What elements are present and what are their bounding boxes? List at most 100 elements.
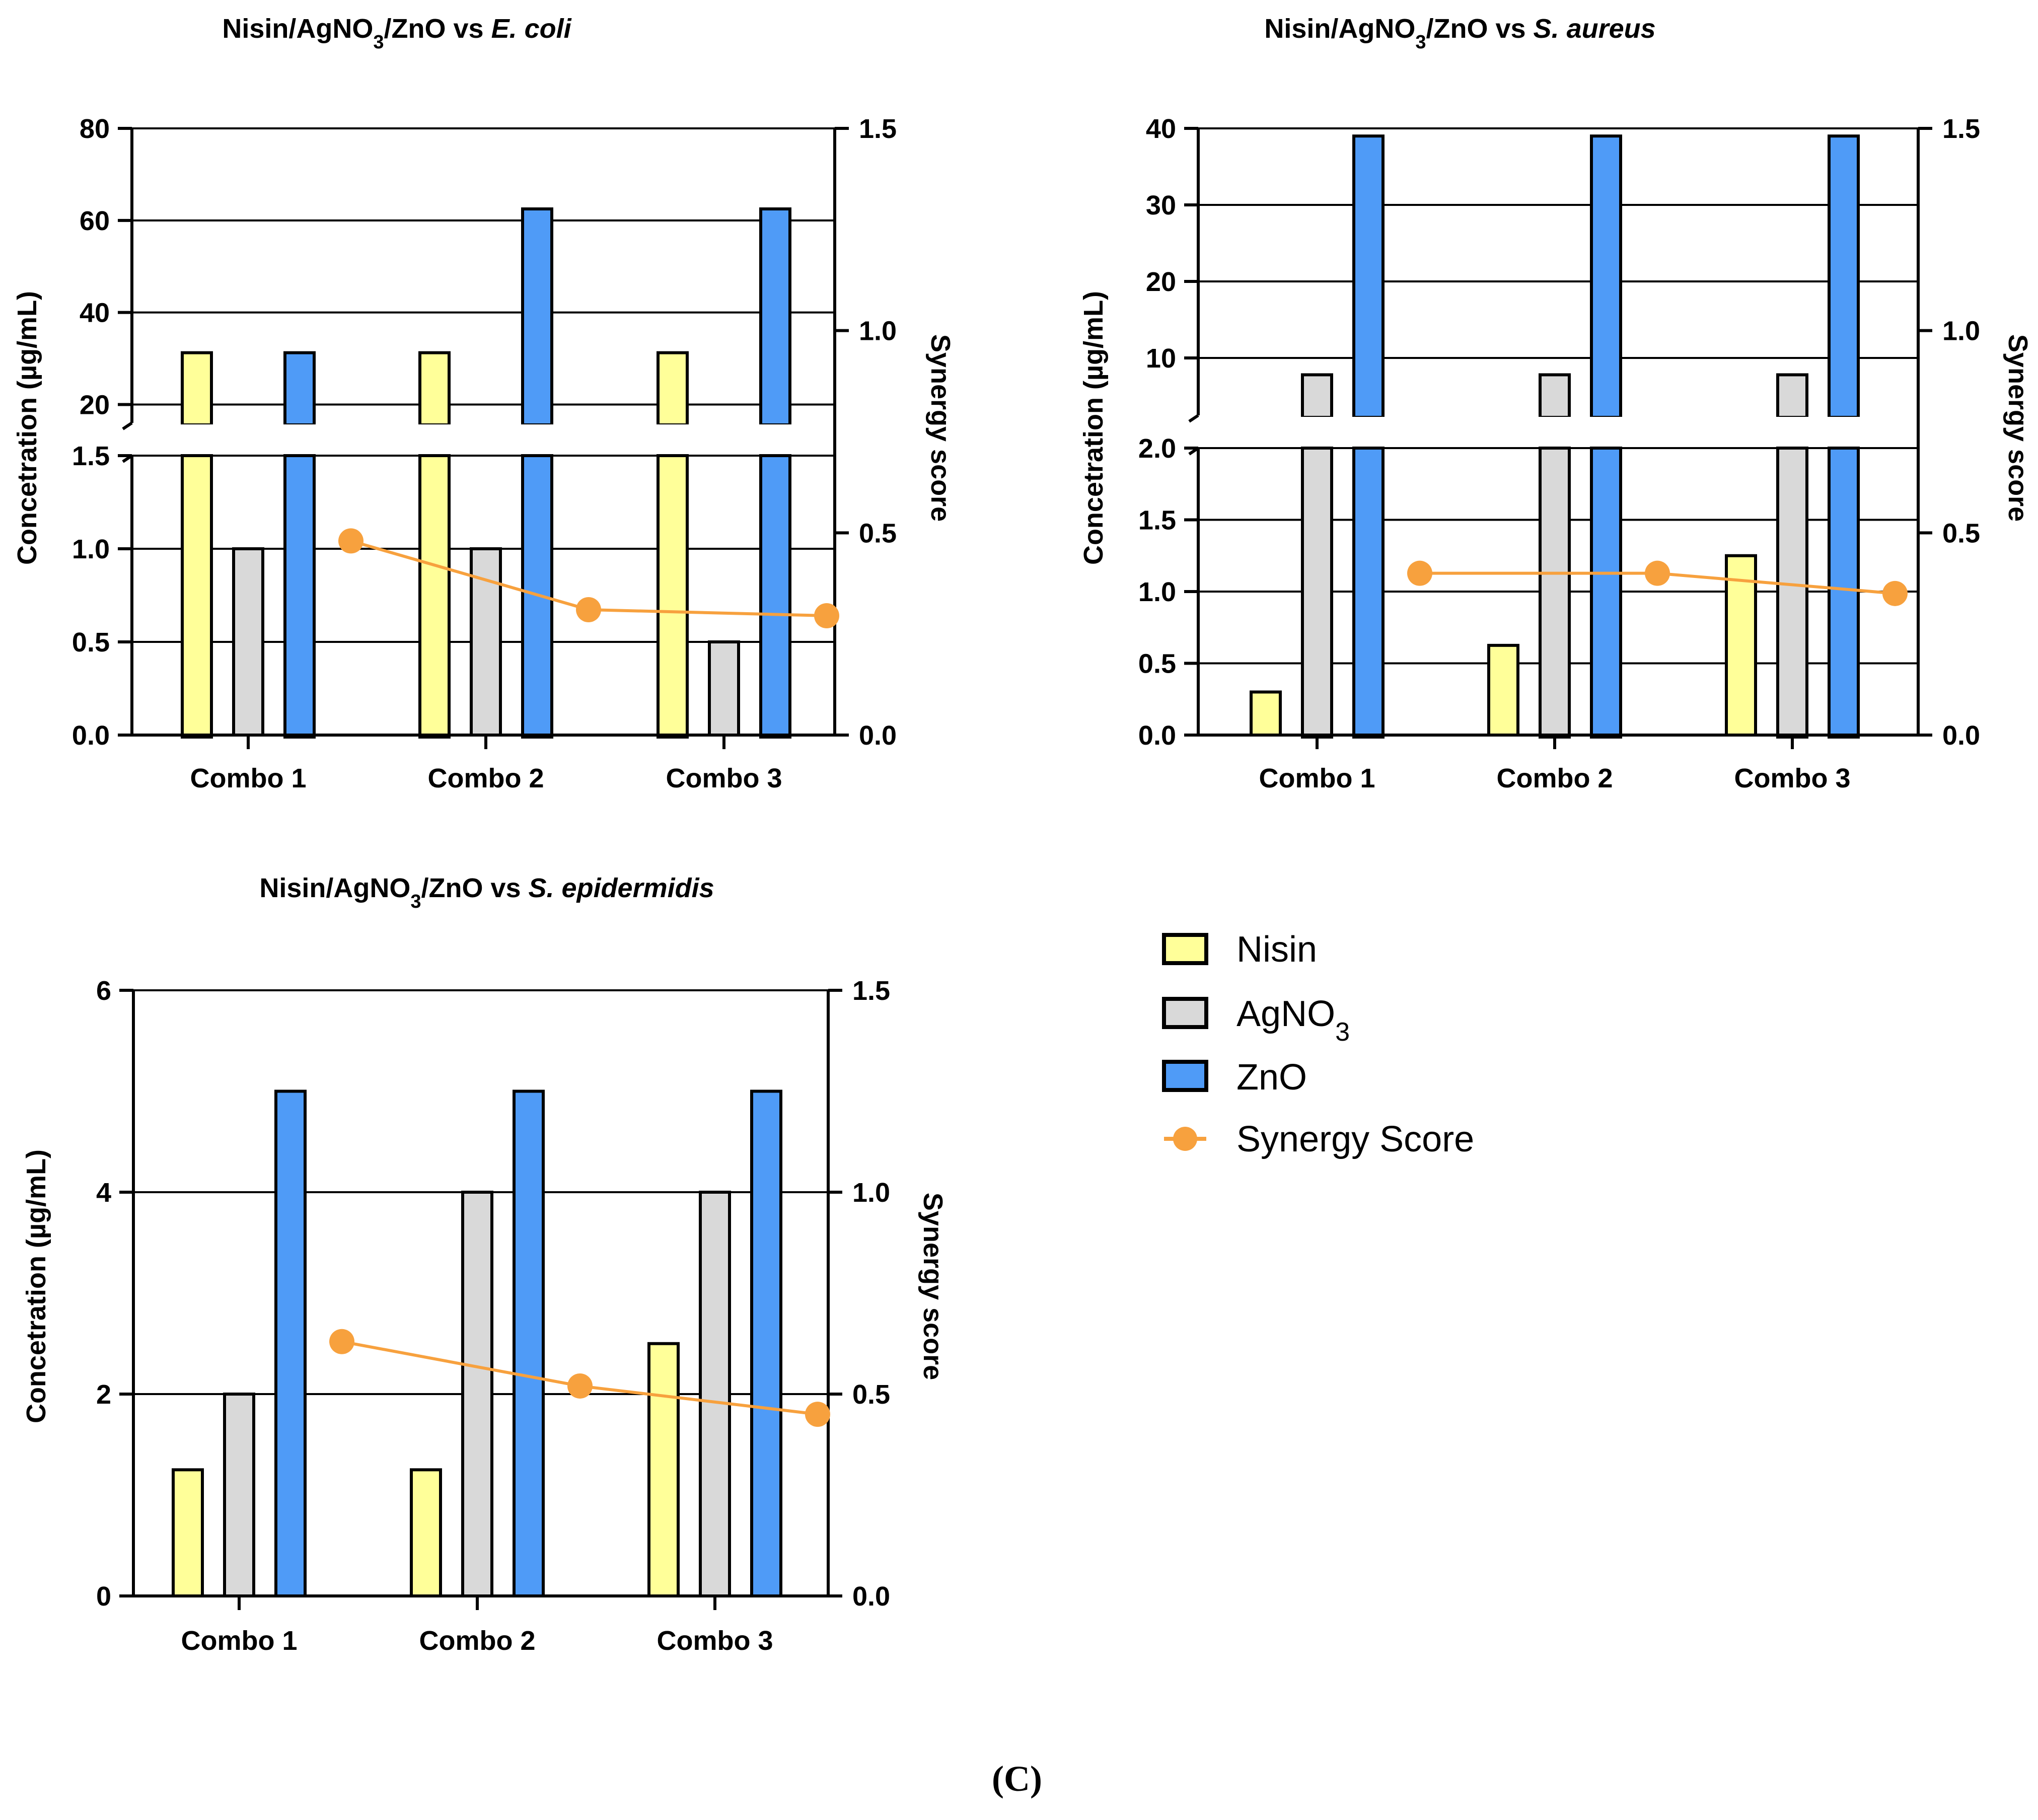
chart-s-aureus: Nisin/AgNO3/ZnO vs S. aureus 0.0 0.5 1.0 1.… — [1078, 14, 2033, 793]
synergy-point — [567, 1373, 593, 1399]
y2-tick-label: 1.0 — [1942, 316, 1980, 346]
y-axis-label: Concetration (µg/mL) — [12, 291, 42, 565]
bar-zno-upper — [1352, 134, 1385, 419]
y-tick-label: 1.0 — [72, 534, 110, 564]
y-tick-label: 30 — [1146, 190, 1176, 221]
bar-agno3-upper — [1776, 373, 1808, 419]
synergy-point — [1882, 580, 1908, 606]
y-tick-label: 40 — [1146, 114, 1176, 144]
synergy-point — [576, 597, 601, 622]
chart-s-epidermidis: Nisin/AgNO3/ZnO vs S. epidermidis 0 2 4 6 0.… — [21, 873, 948, 1656]
bar-nisin-upper — [181, 351, 213, 426]
y2-tick-label: 1.5 — [1942, 114, 1980, 144]
bar-nisin-lower — [181, 454, 213, 739]
y-axis-label: Concetration (µg/mL) — [1078, 291, 1109, 565]
bar-zno-lower — [1352, 447, 1385, 739]
legend-label: AgNO3 — [1236, 994, 1350, 1047]
bar-zno-upper — [759, 207, 791, 426]
legend-swatch-zno — [1162, 1060, 1208, 1092]
bar-zno-upper — [521, 207, 553, 426]
y2-tick-label: 1.0 — [852, 1178, 890, 1208]
chart-title: Nisin/AgNO3/ZnO vs S. aureus — [1264, 14, 1655, 53]
bar-zno — [750, 1089, 782, 1597]
y2-tick-label: 1.5 — [859, 114, 897, 144]
legend-swatch-agno3 — [1162, 997, 1208, 1029]
y-tick-label: 0.5 — [1138, 649, 1176, 679]
y2-tick-label: 0.5 — [859, 518, 897, 548]
legend-label: Synergy Score — [1236, 1119, 1474, 1159]
legend-label-main: AgNO — [1236, 994, 1335, 1034]
bar-agno3-lower — [1539, 447, 1571, 739]
chart-e-coli: Nisin/AgNO3/ZnO vs E. coli 0.0 0.5 1.0 1.5 2… — [12, 14, 956, 793]
bar-zno — [274, 1089, 307, 1597]
y-tick-label: 1.5 — [72, 441, 110, 471]
bar-agno3-upper — [1301, 373, 1333, 419]
legend-label: Nisin — [1236, 929, 1317, 970]
y-tick-label: 1.5 — [1138, 505, 1176, 536]
y-axis-label: Concetration (µg/mL) — [21, 1149, 51, 1423]
y-tick-label: 0.0 — [72, 720, 110, 751]
y-tick-label: 2 — [96, 1379, 111, 1410]
bar-zno-upper — [283, 351, 316, 426]
y-tick-label: 6 — [96, 976, 111, 1006]
axis-break-gap — [1178, 417, 1938, 447]
bar-nisin-upper — [418, 351, 451, 426]
x-tick-label: Combo 2 — [419, 1626, 535, 1656]
y-tick-label: 0.5 — [72, 627, 110, 658]
bar-zno-lower — [283, 454, 316, 739]
y-tick-label: 40 — [80, 298, 110, 328]
legend-item-synergy: Synergy Score — [1164, 1119, 1474, 1159]
y-axis-break-mark — [122, 421, 133, 430]
y2-tick-label: 0.0 — [859, 720, 897, 751]
chart-title: Nisin/AgNO3/ZnO vs S. epidermidis — [259, 873, 714, 912]
y2-axis-label: Synergy score — [918, 1193, 948, 1380]
axis-break-gap — [112, 424, 855, 454]
x-tick-label: Combo 2 — [427, 763, 544, 793]
chart-title: Nisin/AgNO3/ZnO vs E. coli — [222, 14, 571, 53]
bar-agno3 — [223, 1393, 255, 1597]
y2-tick-label: 0.0 — [1942, 720, 1980, 751]
bar-agno3-upper — [1539, 373, 1571, 419]
y-tick-label: 60 — [80, 206, 110, 236]
synergy-point — [814, 603, 839, 629]
y2-tick-label: 0.5 — [1942, 518, 1980, 548]
bar-nisin-lower — [418, 454, 451, 739]
bar-agno3-lower — [1776, 447, 1808, 739]
y-tick-label: 20 — [1146, 267, 1176, 297]
y-tick-label: 4 — [96, 1178, 111, 1208]
y-tick-label: 10 — [1146, 343, 1176, 374]
bar-zno-lower — [1828, 447, 1860, 739]
bar-agno3-lower — [1301, 447, 1333, 739]
bar-nisin — [1250, 690, 1282, 737]
y2-tick-label: 1.0 — [859, 316, 897, 346]
bar-nisin — [647, 1342, 680, 1597]
y-tick-label: 1.0 — [1138, 577, 1176, 607]
bar-nisin — [1725, 554, 1757, 737]
bar-agno3 — [699, 1191, 731, 1597]
x-tick-label: Combo 1 — [181, 1626, 297, 1656]
bar-zno-upper — [1590, 134, 1622, 419]
y2-tick-label: 0.0 — [852, 1581, 890, 1612]
bar-agno3 — [461, 1191, 493, 1597]
legend-item-nisin: Nisin — [1162, 929, 1317, 970]
x-tick-label: Combo 3 — [1734, 763, 1850, 793]
legend-marker-synergy — [1173, 1127, 1197, 1151]
y-tick-label: 80 — [80, 114, 110, 144]
bar-nisin — [172, 1468, 204, 1597]
synergy-point — [338, 528, 363, 554]
y-tick-label: 0.0 — [1138, 720, 1176, 751]
bar-zno — [513, 1089, 545, 1597]
bar-nisin — [410, 1468, 442, 1597]
legend-swatch-nisin — [1162, 933, 1208, 965]
x-tick-label: Combo 3 — [666, 763, 782, 793]
y-axis-break-mark — [1188, 414, 1199, 423]
bar-zno-lower — [759, 454, 791, 739]
y-tick-label: 0 — [96, 1581, 111, 1612]
y-tick-label: 20 — [80, 390, 110, 420]
y-axis-break-mark — [1188, 447, 1199, 456]
y-tick-label: 2.0 — [1138, 433, 1176, 464]
y-axis-break-mark — [122, 454, 133, 463]
bar-nisin-lower — [657, 454, 689, 739]
y2-axis-label: Synergy score — [925, 334, 956, 522]
